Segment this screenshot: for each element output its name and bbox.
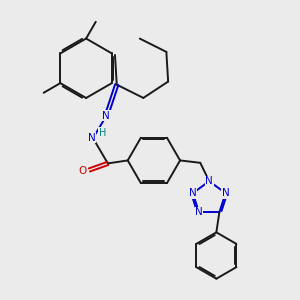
Text: N: N xyxy=(88,133,95,142)
Text: N: N xyxy=(195,207,203,218)
Text: N: N xyxy=(222,188,230,198)
Text: N: N xyxy=(189,188,197,198)
Text: O: O xyxy=(79,167,87,176)
Text: N: N xyxy=(103,111,110,121)
Text: H: H xyxy=(99,128,106,138)
Text: N: N xyxy=(205,176,213,186)
